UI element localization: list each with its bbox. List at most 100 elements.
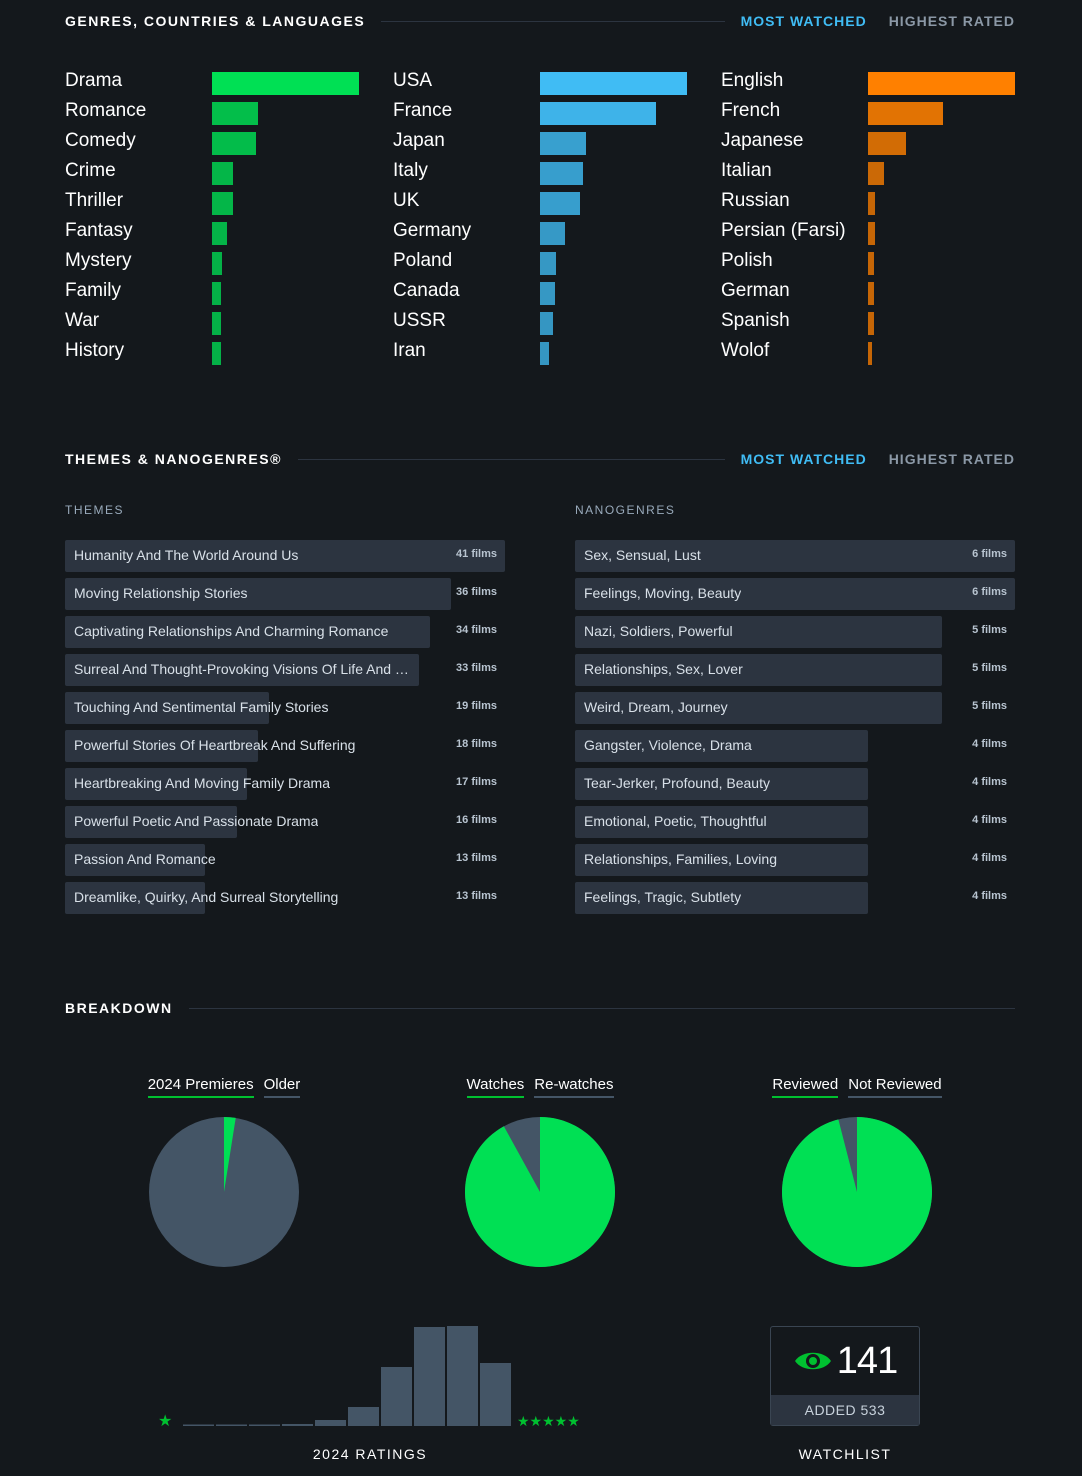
- themes-tab-most-watched[interactable]: MOST WATCHED: [740, 451, 867, 467]
- themes-item-label[interactable]: Passion And Romance: [74, 851, 216, 867]
- genres-row-drama[interactable]: Drama: [65, 68, 360, 98]
- languages-label[interactable]: Wolof: [721, 340, 770, 361]
- themes-item-label[interactable]: Surreal And Thought-Provoking Visions Of…: [74, 661, 419, 677]
- languages-row-japanese[interactable]: Japanese: [721, 128, 1016, 158]
- nanogenres-item-label[interactable]: Gangster, Violence, Drama: [584, 737, 752, 753]
- themes-tab-highest-rated[interactable]: HIGHEST RATED: [888, 451, 1015, 467]
- nanogenres-item-label[interactable]: Feelings, Tragic, Subtlety: [584, 889, 742, 905]
- themes-item[interactable]: Moving Relationship Stories 36 films: [65, 578, 505, 616]
- languages-row-english[interactable]: English: [721, 68, 1016, 98]
- nanogenres-item-label[interactable]: Relationships, Sex, Lover: [584, 661, 743, 677]
- languages-row-spanish[interactable]: Spanish: [721, 308, 1016, 338]
- languages-label[interactable]: French: [721, 100, 781, 121]
- genres-row-history[interactable]: History: [65, 338, 360, 368]
- themes-item[interactable]: Humanity And The World Around Us 41 films: [65, 540, 505, 578]
- genres-label[interactable]: Fantasy: [65, 220, 133, 241]
- languages-row-french[interactable]: French: [721, 98, 1016, 128]
- countries-row-germany[interactable]: Germany: [393, 218, 688, 248]
- genres-label[interactable]: History: [65, 340, 125, 361]
- themes-item[interactable]: Heartbreaking And Moving Family Drama 17 …: [65, 768, 505, 806]
- rating-bar[interactable]: [447, 1326, 478, 1426]
- genres-row-fantasy[interactable]: Fantasy: [65, 218, 360, 248]
- nanogenres-item[interactable]: Tear-Jerker, Profound, Beauty 4 films: [575, 768, 1015, 806]
- countries-row-poland[interactable]: Poland: [393, 248, 688, 278]
- languages-row-russian[interactable]: Russian: [721, 188, 1016, 218]
- languages-row-persian-farsi[interactable]: Persian (Farsi): [721, 218, 1016, 248]
- genres-row-thriller[interactable]: Thriller: [65, 188, 360, 218]
- languages-label[interactable]: English: [721, 70, 784, 91]
- countries-label[interactable]: Germany: [393, 220, 472, 241]
- rating-bar[interactable]: [480, 1363, 511, 1426]
- nanogenres-item[interactable]: Relationships, Families, Loving 4 films: [575, 844, 1015, 882]
- legend-not-reviewed[interactable]: Not Reviewed: [848, 1076, 942, 1098]
- gcl-tab-highest-rated[interactable]: HIGHEST RATED: [888, 13, 1015, 29]
- languages-label[interactable]: Italian: [721, 160, 772, 181]
- themes-item-label[interactable]: Powerful Stories Of Heartbreak And Suffe…: [74, 737, 356, 753]
- genres-label[interactable]: Romance: [65, 100, 147, 121]
- countries-label[interactable]: Italy: [393, 160, 428, 181]
- languages-label[interactable]: Spanish: [721, 310, 790, 331]
- nanogenres-item[interactable]: Relationships, Sex, Lover 5 films: [575, 654, 1015, 692]
- countries-label[interactable]: UK: [393, 190, 420, 211]
- genres-label[interactable]: Drama: [65, 70, 123, 91]
- nanogenres-item[interactable]: Gangster, Violence, Drama 4 films: [575, 730, 1015, 768]
- nanogenres-item-label[interactable]: Nazi, Soldiers, Powerful: [584, 623, 733, 639]
- languages-row-italian[interactable]: Italian: [721, 158, 1016, 188]
- countries-row-japan[interactable]: Japan: [393, 128, 688, 158]
- rating-bar[interactable]: [348, 1407, 379, 1426]
- genres-label[interactable]: Comedy: [65, 130, 136, 151]
- nanogenres-item[interactable]: Feelings, Moving, Beauty 6 films: [575, 578, 1015, 616]
- countries-row-canada[interactable]: Canada: [393, 278, 688, 308]
- countries-label[interactable]: France: [393, 100, 453, 121]
- genres-label[interactable]: War: [65, 310, 100, 331]
- nanogenres-item-label[interactable]: Weird, Dream, Journey: [584, 699, 728, 715]
- legend-watches[interactable]: Watches: [466, 1076, 525, 1098]
- countries-row-ussr[interactable]: USSR: [393, 308, 688, 338]
- countries-label[interactable]: USA: [393, 70, 433, 91]
- themes-item[interactable]: Surreal And Thought-Provoking Visions Of…: [65, 654, 505, 692]
- genres-row-family[interactable]: Family: [65, 278, 360, 308]
- nanogenres-item-label[interactable]: Feelings, Moving, Beauty: [584, 585, 742, 601]
- themes-item-label[interactable]: Moving Relationship Stories: [74, 585, 248, 601]
- countries-row-france[interactable]: France: [393, 98, 688, 128]
- themes-item[interactable]: Dreamlike, Quirky, And Surreal Storytell…: [65, 882, 505, 920]
- nanogenres-item[interactable]: Emotional, Poetic, Thoughtful 4 films: [575, 806, 1015, 844]
- countries-row-italy[interactable]: Italy: [393, 158, 688, 188]
- themes-item[interactable]: Touching And Sentimental Family Stories 1…: [65, 692, 505, 730]
- genres-row-crime[interactable]: Crime: [65, 158, 360, 188]
- nanogenres-item[interactable]: Sex, Sensual, Lust 6 films: [575, 540, 1015, 578]
- legend-older[interactable]: Older: [263, 1076, 301, 1098]
- languages-label[interactable]: Persian (Farsi): [721, 220, 846, 241]
- countries-label[interactable]: Canada: [393, 280, 460, 301]
- themes-item-label[interactable]: Heartbreaking And Moving Family Drama: [74, 775, 330, 791]
- rating-bar[interactable]: [249, 1424, 280, 1427]
- themes-item[interactable]: Captivating Relationships And Charming R…: [65, 616, 505, 654]
- languages-label[interactable]: Japanese: [721, 130, 804, 151]
- legend-reviewed[interactable]: Reviewed: [772, 1076, 839, 1098]
- nanogenres-item-label[interactable]: Sex, Sensual, Lust: [584, 547, 701, 563]
- legend-2024-premieres[interactable]: 2024 Premieres: [147, 1076, 254, 1098]
- genres-label[interactable]: Family: [65, 280, 121, 301]
- themes-item-label[interactable]: Captivating Relationships And Charming R…: [74, 623, 389, 639]
- countries-row-usa[interactable]: USA: [393, 68, 688, 98]
- nanogenres-item[interactable]: Weird, Dream, Journey 5 films: [575, 692, 1015, 730]
- watchlist-box[interactable]: 141 ADDED 533: [770, 1326, 920, 1426]
- nanogenres-item[interactable]: Nazi, Soldiers, Powerful 5 films: [575, 616, 1015, 654]
- gcl-tab-most-watched[interactable]: MOST WATCHED: [740, 13, 867, 29]
- languages-row-polish[interactable]: Polish: [721, 248, 1016, 278]
- genres-row-war[interactable]: War: [65, 308, 360, 338]
- countries-row-iran[interactable]: Iran: [393, 338, 688, 368]
- genres-label[interactable]: Thriller: [65, 190, 124, 211]
- themes-item-label[interactable]: Dreamlike, Quirky, And Surreal Storytell…: [74, 889, 339, 905]
- themes-item[interactable]: Powerful Stories Of Heartbreak And Suffe…: [65, 730, 505, 768]
- rating-bar[interactable]: [414, 1327, 445, 1426]
- nanogenres-item-label[interactable]: Relationships, Families, Loving: [584, 851, 777, 867]
- languages-label[interactable]: Polish: [721, 250, 773, 271]
- nanogenres-item-label[interactable]: Emotional, Poetic, Thoughtful: [584, 813, 767, 829]
- rating-bar[interactable]: [315, 1420, 346, 1426]
- rating-bar[interactable]: [183, 1424, 214, 1427]
- languages-row-wolof[interactable]: Wolof: [721, 338, 1016, 368]
- genres-row-mystery[interactable]: Mystery: [65, 248, 360, 278]
- nanogenres-item-label[interactable]: Tear-Jerker, Profound, Beauty: [584, 775, 770, 791]
- countries-label[interactable]: USSR: [393, 310, 446, 331]
